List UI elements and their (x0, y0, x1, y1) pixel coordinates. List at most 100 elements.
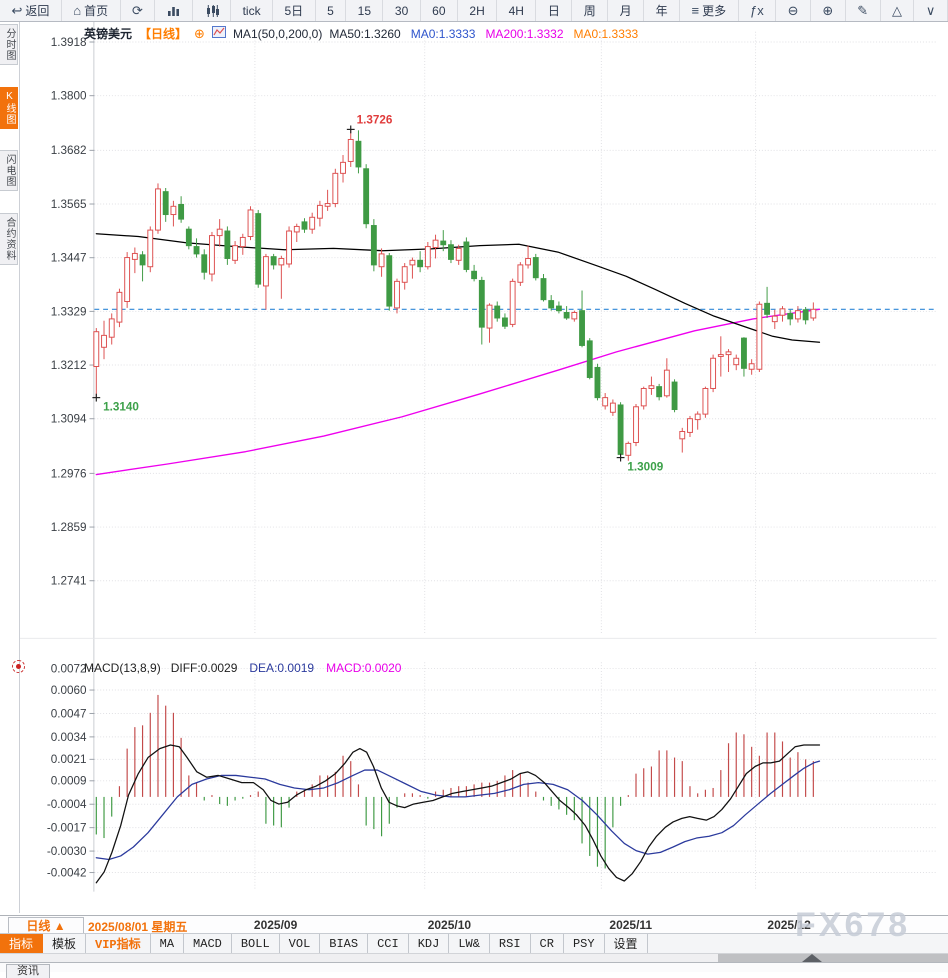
candle[interactable] (301, 218, 308, 233)
candle[interactable] (748, 359, 755, 375)
back-button[interactable]: ↩ 返回 (0, 0, 62, 21)
interval-week-button[interactable]: 周 (572, 0, 609, 21)
candle[interactable] (540, 274, 547, 302)
candle[interactable] (702, 386, 709, 418)
indicator-fx-button[interactable]: ƒx (739, 0, 777, 21)
candle[interactable] (741, 337, 747, 377)
candle[interactable] (386, 252, 393, 311)
interval-60m-button[interactable]: 60 (421, 0, 458, 21)
candle[interactable] (108, 313, 115, 345)
candle[interactable] (617, 402, 624, 458)
candle[interactable] (124, 252, 131, 308)
candle[interactable] (571, 310, 578, 322)
candle[interactable] (463, 237, 470, 273)
indicator-tab-VOL[interactable]: VOL (280, 934, 321, 953)
zoom-out-button[interactable]: ⊖ (776, 0, 811, 21)
shape-more-button[interactable]: ∨ (914, 0, 948, 21)
candle[interactable] (232, 241, 239, 264)
indicator-tab-CR[interactable]: CR (531, 934, 564, 953)
candle[interactable] (324, 189, 331, 211)
horizontal-scrollbar[interactable] (718, 954, 948, 962)
tab-news[interactable]: 资讯 (6, 964, 50, 978)
indicator-tab-PSY[interactable]: PSY (564, 934, 605, 953)
candle[interactable] (787, 309, 794, 326)
candle[interactable] (355, 130, 362, 174)
indicator-settings-icon[interactable] (12, 660, 25, 673)
candle[interactable] (779, 306, 786, 322)
indicator-tab-RSI[interactable]: RSI (490, 934, 531, 953)
candle[interactable] (563, 306, 570, 320)
candle[interactable] (594, 363, 601, 401)
sidebar-tab-1[interactable]: 分时图 (0, 24, 18, 65)
candle[interactable] (640, 386, 647, 410)
indicator-tab-LW&[interactable]: LW& (449, 934, 490, 953)
candle[interactable] (363, 164, 370, 229)
interval-5m-button[interactable]: 5 (316, 0, 347, 21)
candle[interactable] (394, 278, 400, 314)
candle[interactable] (370, 219, 377, 272)
candle[interactable] (432, 234, 439, 259)
candle[interactable] (532, 253, 539, 281)
home-button[interactable]: ⌂ 首页 (62, 0, 121, 21)
candle[interactable] (517, 262, 524, 286)
interval-day-button[interactable]: 日 (536, 0, 573, 21)
candle[interactable] (525, 245, 531, 269)
candle[interactable] (332, 168, 339, 208)
candle[interactable] (579, 290, 585, 348)
candle[interactable] (633, 404, 639, 447)
candle[interactable] (648, 376, 655, 395)
candle[interactable] (671, 379, 678, 413)
zoom-in-button[interactable]: ⊕ (811, 0, 846, 21)
candle[interactable] (710, 354, 717, 393)
candle[interactable] (178, 196, 185, 223)
interval-15m-button[interactable]: 15 (346, 0, 384, 21)
candle[interactable] (609, 399, 616, 416)
indicator-tab-KDJ[interactable]: KDJ (409, 934, 450, 953)
volume-chart-button[interactable] (155, 0, 194, 21)
period-selector-button[interactable]: 日线 ▲ (8, 917, 84, 934)
candle[interactable] (771, 309, 778, 329)
sidebar-tab-4[interactable]: 合约资料 (0, 213, 18, 265)
candle[interactable] (293, 223, 300, 243)
candle[interactable] (725, 349, 732, 372)
draw-button[interactable]: ✎ (846, 0, 881, 21)
candle[interactable] (101, 320, 107, 360)
candle[interactable] (216, 219, 223, 247)
candle[interactable] (494, 301, 501, 322)
candle[interactable] (602, 393, 609, 410)
candle[interactable] (733, 354, 740, 371)
candle[interactable] (764, 286, 771, 318)
interval-2h-button[interactable]: 2H (458, 0, 498, 21)
candle[interactable] (147, 226, 154, 273)
candle[interactable] (409, 257, 416, 279)
price-chart[interactable]: 1.3918 1.3800 1.3682 1.3565 1.3447 1.3329 1.32… (0, 22, 948, 915)
candle[interactable] (694, 411, 701, 430)
candle[interactable] (247, 206, 254, 241)
candle[interactable] (687, 415, 693, 437)
candle[interactable] (478, 276, 485, 345)
candle[interactable] (162, 187, 169, 222)
indicator-tab-指标[interactable]: 指标 (0, 934, 44, 953)
candle[interactable] (486, 303, 493, 343)
interval-year-button[interactable]: 年 (644, 0, 681, 21)
candle[interactable] (155, 183, 161, 234)
indicator-tab-VIP指标[interactable]: VIP指标 (86, 934, 151, 953)
candle[interactable] (663, 358, 670, 398)
candle[interactable] (679, 427, 686, 453)
candle[interactable] (209, 231, 215, 282)
indicator-tab-BIAS[interactable]: BIAS (320, 934, 369, 953)
candle[interactable] (185, 226, 192, 250)
candle[interactable] (656, 383, 663, 401)
candle[interactable] (262, 253, 269, 310)
candle[interactable] (401, 263, 408, 290)
candle[interactable] (810, 302, 817, 321)
candles-layer[interactable] (93, 129, 817, 461)
indicator-tab-BOLL[interactable]: BOLL (232, 934, 280, 953)
candle[interactable] (471, 264, 478, 282)
candle[interactable] (378, 248, 385, 277)
interval-30m-button[interactable]: 30 (383, 0, 421, 21)
mini-chart-icon[interactable] (211, 26, 226, 41)
candle[interactable] (424, 242, 431, 270)
add-indicator-icon[interactable]: ⊕ (194, 25, 205, 41)
interval-5d-button[interactable]: 5日 (273, 0, 316, 21)
